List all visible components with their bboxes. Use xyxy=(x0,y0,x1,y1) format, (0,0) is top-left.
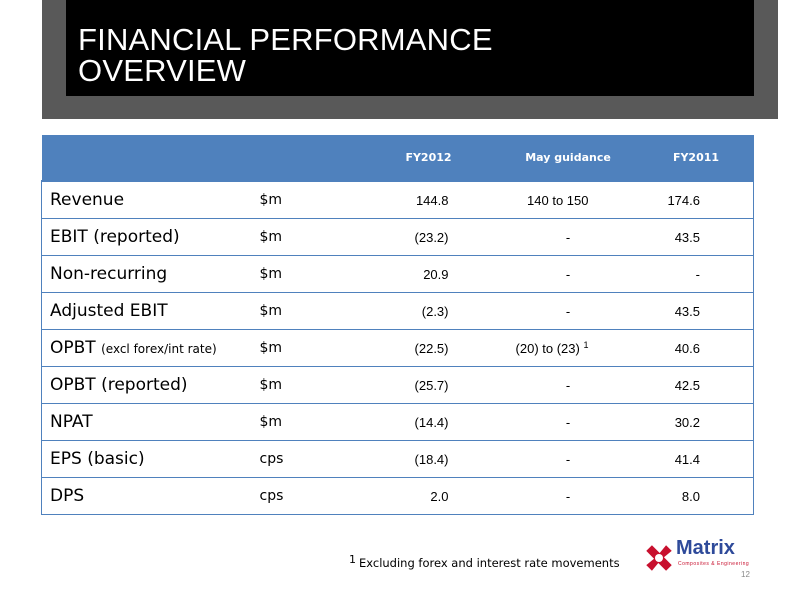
row-unit: $m xyxy=(259,180,360,219)
cell-fy2012: (25.7) xyxy=(359,366,498,404)
row-unit: cps xyxy=(259,477,360,515)
row-label: NPAT xyxy=(41,403,260,441)
cell-fy2012: (18.4) xyxy=(359,440,498,478)
cell-fy2011: 174.6 xyxy=(638,180,754,219)
row-label: OPBT (excl forex/int rate) xyxy=(41,329,260,367)
table-row: OPBT (excl forex/int rate) $m (22.5) (20… xyxy=(41,329,754,367)
row-unit: $m xyxy=(259,255,360,293)
footnote: 1 Excluding forex and interest rate movem… xyxy=(349,553,620,570)
row-label: Non-recurring xyxy=(41,255,260,293)
matrix-cross-logo-icon xyxy=(646,545,672,571)
cell-fy2011: 41.4 xyxy=(638,440,754,478)
row-label: EPS (basic) xyxy=(41,440,260,478)
table-header-row: FY2012 May guidance FY2011 xyxy=(41,135,754,181)
cell-guidance: (20) to (23) 1 xyxy=(497,329,639,367)
cell-guidance: - xyxy=(497,403,639,441)
table-row: OPBT (reported) $m (25.7) - 42.5 xyxy=(41,366,754,404)
table-row: NPAT $m (14.4) - 30.2 xyxy=(41,403,754,441)
row-label: Revenue xyxy=(41,180,260,219)
row-unit: $m xyxy=(259,218,360,256)
logo-tagline: Composites & Engineering xyxy=(678,561,750,567)
cell-guidance: - xyxy=(497,292,639,330)
cell-guidance: 140 to 150 xyxy=(497,180,639,219)
table-row: Revenue $m 144.8 140 to 150 174.6 xyxy=(41,180,754,219)
cell-guidance: - xyxy=(497,477,639,515)
header-cell-fy2011: FY2011 xyxy=(638,135,754,181)
cell-fy2011: 40.6 xyxy=(638,329,754,367)
cell-fy2011: 8.0 xyxy=(638,477,754,515)
table-row: Adjusted EBIT $m (2.3) - 43.5 xyxy=(41,292,754,330)
header-cell-guidance: May guidance xyxy=(497,135,639,181)
cell-fy2012: (22.5) xyxy=(359,329,498,367)
cell-fy2012: 144.8 xyxy=(359,180,498,219)
row-label: OPBT (reported) xyxy=(41,366,260,404)
table-row: EPS (basic) cps (18.4) - 41.4 xyxy=(41,440,754,478)
cell-fy2011: 30.2 xyxy=(638,403,754,441)
cell-fy2012: (14.4) xyxy=(359,403,498,441)
cell-fy2012: 2.0 xyxy=(359,477,498,515)
table-row: EBIT (reported) $m (23.2) - 43.5 xyxy=(41,218,754,256)
row-unit: $m xyxy=(259,329,360,367)
cell-fy2012: (2.3) xyxy=(359,292,498,330)
footnote-marker: 1 xyxy=(349,553,356,566)
title-line-2: OVERVIEW xyxy=(78,53,247,88)
row-label-suffix: (excl forex/int rate) xyxy=(101,342,217,356)
cell-fy2011: 42.5 xyxy=(638,366,754,404)
title-line-1: FINANCIAL PERFORMANCE xyxy=(78,22,493,57)
table-row: Non-recurring $m 20.9 - - xyxy=(41,255,754,293)
row-unit: cps xyxy=(259,440,360,478)
cell-fy2011: 43.5 xyxy=(638,218,754,256)
title-box xyxy=(66,0,754,96)
footnote-text: Excluding forex and interest rate moveme… xyxy=(359,556,620,570)
financial-table: FY2012 May guidance FY2011 Revenue $m 14… xyxy=(41,135,754,515)
cell-fy2011: - xyxy=(638,255,754,293)
cell-guidance: - xyxy=(497,255,639,293)
cell-fy2012: (23.2) xyxy=(359,218,498,256)
row-label: DPS xyxy=(41,477,260,515)
cell-guidance: - xyxy=(497,440,639,478)
row-unit: $m xyxy=(259,292,360,330)
cell-guidance: - xyxy=(497,366,639,404)
cell-guidance: - xyxy=(497,218,639,256)
header-cell-label xyxy=(41,135,260,181)
header-cell-fy2012: FY2012 xyxy=(359,135,498,181)
page-number: 12 xyxy=(741,570,750,579)
cell-fy2012: 20.9 xyxy=(359,255,498,293)
logo-wordmark: Matrix xyxy=(676,537,735,559)
header-cell-unit xyxy=(259,135,360,181)
table-row: DPS cps 2.0 - 8.0 xyxy=(41,477,754,515)
row-unit: $m xyxy=(259,403,360,441)
row-unit: $m xyxy=(259,366,360,404)
page-title: FINANCIAL PERFORMANCE OVERVIEW xyxy=(78,24,493,86)
row-label: EBIT (reported) xyxy=(41,218,260,256)
footnote-marker-ref: 1 xyxy=(583,340,589,350)
row-label: Adjusted EBIT xyxy=(41,292,260,330)
cell-fy2011: 43.5 xyxy=(638,292,754,330)
